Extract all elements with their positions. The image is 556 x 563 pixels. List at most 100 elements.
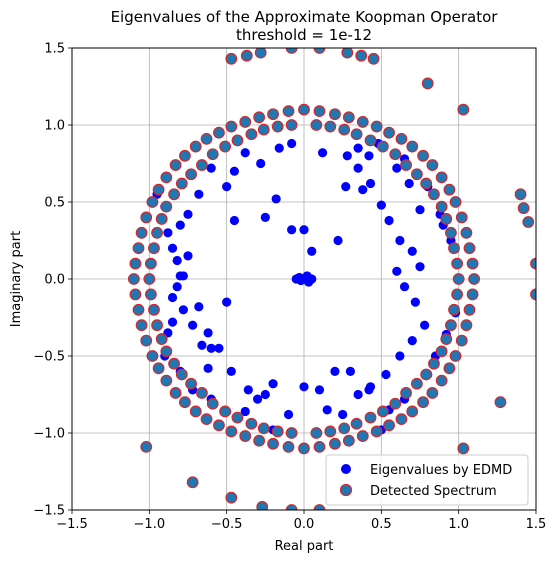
detected-spectrum-point [282,440,295,453]
detected-spectrum-point [350,417,363,430]
detected-spectrum-point [169,159,182,171]
edmd-eigenvalue-point [407,336,417,346]
detected-spectrum-point [146,350,159,362]
detected-spectrum-point [468,273,481,285]
detected-spectrum-point [443,183,456,196]
detected-spectrum-point [449,350,462,362]
detected-spectrum-point [400,159,412,171]
detected-spectrum-point [440,333,453,345]
detected-spectrum-point [196,387,208,399]
detected-spectrum-point [285,119,298,131]
detected-spectrum-point [426,159,439,171]
detected-spectrum-point [445,319,457,332]
edmd-eigenvalue-point [240,148,250,158]
edmd-eigenvalue-point [338,409,348,420]
edmd-eigenvalue-point [404,178,414,189]
edmd-eigenvalue-point [376,200,386,210]
detected-spectrum-point [169,387,182,399]
edmd-eigenvalue-point [260,212,270,222]
edmd-eigenvalue-point [287,138,297,149]
x-tick-label: 0.0 [294,517,315,532]
edmd-eigenvalue-point [167,317,178,327]
detected-spectrum-point [298,442,310,455]
detected-spectrum-point [350,128,363,141]
detected-spectrum-point [420,177,433,190]
detected-spectrum-point [132,242,145,255]
detected-spectrum-point [245,128,258,141]
detected-spectrum-point [329,108,341,121]
detected-spectrum-point [196,159,208,171]
detected-spectrum-point [517,202,530,215]
edmd-eigenvalue-point [167,292,178,303]
detected-spectrum-point [338,422,351,435]
edmd-eigenvalue-point [172,255,182,266]
detected-spectrum-point [271,120,284,133]
detected-spectrum-point [389,397,402,410]
detected-spectrum-point [389,148,402,161]
edmd-eigenvalue-point [194,302,204,312]
detected-spectrum-point [219,140,232,153]
x-tick-label: −0.5 [211,517,243,532]
detected-spectrum-point [417,149,429,162]
detected-spectrum-point [155,213,168,225]
detected-spectrum-point [395,413,408,426]
detected-spectrum-point [152,183,165,196]
detected-spectrum-point [530,288,536,301]
legend-label-edmd: Eigenvalues by EDMD [370,463,512,478]
edmd-eigenvalue-point [384,215,394,226]
detected-spectrum-point [383,126,395,139]
detected-spectrum-point [310,119,323,131]
detected-spectrum-point [522,216,535,228]
detected-spectrum-point [448,242,460,255]
edmd-eigenvalue-point [333,235,343,246]
detected-spectrum-point [160,171,173,184]
edmd-eigenvalue-point [353,143,363,153]
detected-spectrum-point [225,52,238,65]
edmd-eigenvalue-point [364,385,374,395]
detected-spectrum-point [356,116,369,128]
detected-spectrum-point [245,417,258,430]
detected-spectrum-point [338,123,351,136]
detected-spectrum-point [140,211,153,224]
detected-spectrum-point [267,108,279,121]
detected-spectrum-point [155,333,168,345]
y-tick-label: −0.5 [33,350,65,365]
edmd-eigenvalue-point [364,151,374,161]
detected-spectrum-point [400,387,412,399]
detected-spectrum-point [411,377,423,390]
legend-marker-edmd [341,464,351,474]
detected-spectrum-point [448,303,460,316]
y-tick-label: −1.5 [33,504,65,519]
axis-ticks: −1.5 −1.0 −0.5 0.0 0.5 1.0 1.5 −1.5 −1.0 −0.5 0.0 0… [33,42,546,533]
detected-spectrum-point [466,257,479,270]
detected-spectrum-point [148,303,160,316]
detected-spectrum-point [356,430,369,442]
detected-spectrum-point [213,126,225,139]
detected-spectrum-point [231,134,244,147]
detected-spectrum-point [127,273,140,285]
y-tick-label: −1.0 [33,427,65,442]
detected-spectrum-point [324,120,337,133]
detected-spectrum-point [267,437,279,450]
detected-spectrum-point [186,476,199,489]
edmd-eigenvalue-point [395,351,405,361]
detected-spectrum-point [445,226,457,239]
detected-spectrum-point [310,427,323,439]
detected-spectrum-point [189,405,202,418]
edmd-eigenvalue-point [222,297,232,307]
edmd-eigenvalue-point [291,274,301,284]
edmd-eigenvalue-point [392,266,402,276]
detected-spectrum-point [370,120,383,133]
detected-spectrum-point [435,200,448,213]
chart-title: Eigenvalues of the Approximate Koopman O… [111,8,499,26]
edmd-eigenvalue-point [342,151,352,161]
detected-spectrum-point [440,213,453,225]
edmd-eigenvalue-point [226,366,236,376]
detected-spectrum-point [455,334,468,347]
detected-spectrum-point [342,111,355,124]
edmd-eigenvalue-point [240,406,250,417]
detected-spectrum-point [254,48,267,59]
edmd-eigenvalue-point [287,225,297,235]
detected-spectrum-point [140,440,153,453]
